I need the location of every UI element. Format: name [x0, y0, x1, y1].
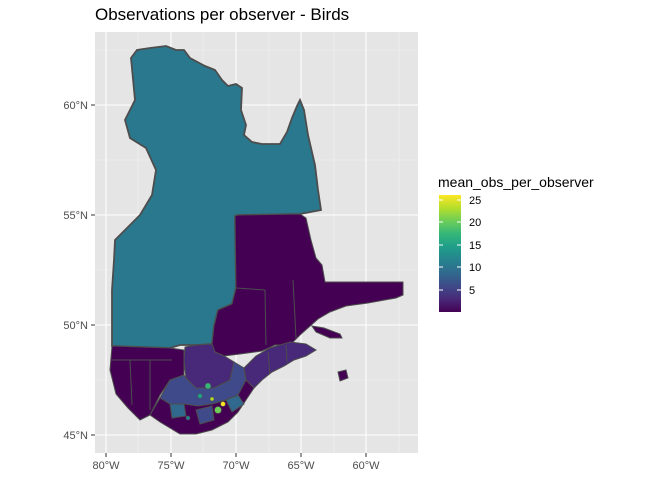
y-tick-label: 50°N [63, 320, 88, 332]
region-nord-du-quebec [111, 45, 323, 349]
legend-tick-label: 10 [469, 262, 481, 274]
hotspot-green-1 [204, 382, 212, 390]
hotspot-green-3 [209, 396, 215, 402]
region-gaspesie [243, 341, 317, 389]
x-tick-label: 70°W [222, 460, 250, 472]
plot-title: Observations per observer - Birds [95, 5, 350, 24]
y-tick-label: 60°N [63, 100, 88, 112]
hotspot-teal [197, 393, 203, 399]
hotspot-teal-2 [185, 415, 191, 421]
legend-tick-label: 25 [469, 195, 481, 207]
hotspot-green-2 [214, 406, 222, 414]
region-laurentides [169, 403, 187, 419]
region-abitibi [109, 345, 185, 421]
legend-title: mean_obs_per_observer [438, 174, 594, 190]
legend-tick-label: 5 [469, 285, 475, 297]
region-estrie [195, 405, 215, 425]
y-tick-label: 55°N [63, 210, 88, 222]
x-tick-label: 80°W [92, 460, 120, 472]
region-chaudiere [225, 394, 245, 413]
map-regions [109, 45, 404, 435]
hotspot-yellow [220, 401, 226, 407]
region-cote-nord [211, 213, 404, 357]
legend-colorbar [439, 195, 461, 312]
hotspot-regions [185, 382, 226, 421]
x-tick-label: 60°W [352, 460, 380, 472]
y-tick-label: 45°N [63, 430, 88, 442]
region-iles-de-la-madeleine [337, 369, 349, 382]
legend-tick-label: 20 [469, 217, 481, 229]
x-tick-label: 75°W [157, 460, 185, 472]
legend: mean_obs_per_observer 25 20 15 10 5 [438, 174, 594, 312]
region-anticosti [310, 325, 343, 339]
axis-ticks [91, 104, 367, 457]
x-tick-label: 65°W [287, 460, 315, 472]
legend-tick-label: 15 [469, 240, 481, 252]
